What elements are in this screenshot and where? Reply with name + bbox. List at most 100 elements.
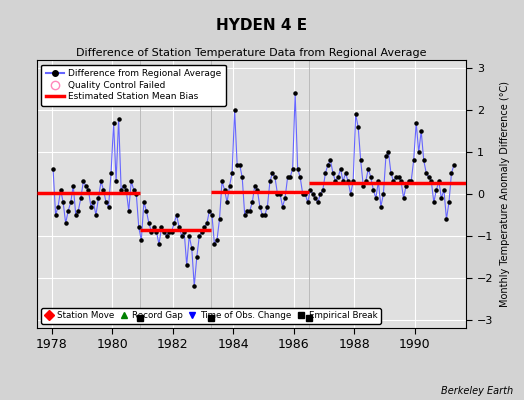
- Point: [412, 120, 420, 126]
- Point: [77, 195, 85, 201]
- Point: [301, 191, 309, 197]
- Point: [165, 228, 173, 235]
- Point: [296, 174, 304, 180]
- Point: [250, 182, 259, 189]
- Point: [92, 212, 100, 218]
- Point: [137, 237, 146, 243]
- Point: [377, 203, 385, 210]
- Point: [440, 187, 448, 193]
- Point: [86, 203, 95, 210]
- Point: [306, 187, 314, 193]
- Point: [271, 174, 279, 180]
- Text: Berkeley Earth: Berkeley Earth: [441, 386, 514, 396]
- Point: [51, 212, 60, 218]
- Point: [367, 174, 375, 180]
- Point: [54, 203, 62, 210]
- Point: [155, 241, 163, 248]
- Point: [445, 199, 453, 206]
- Point: [198, 228, 206, 235]
- Point: [407, 178, 416, 185]
- Point: [246, 208, 254, 214]
- Point: [311, 195, 320, 201]
- Point: [379, 191, 388, 197]
- Point: [97, 178, 105, 185]
- Point: [185, 233, 193, 239]
- Point: [238, 174, 246, 180]
- Point: [233, 162, 242, 168]
- Point: [200, 224, 209, 231]
- Point: [450, 162, 458, 168]
- Point: [188, 245, 196, 252]
- Point: [150, 224, 158, 231]
- Point: [336, 166, 345, 172]
- Point: [132, 191, 140, 197]
- Point: [389, 178, 398, 185]
- Point: [405, 178, 413, 185]
- Point: [100, 187, 108, 193]
- Point: [208, 212, 216, 218]
- Point: [79, 178, 88, 185]
- Point: [72, 212, 80, 218]
- Point: [392, 174, 400, 180]
- Point: [190, 283, 199, 289]
- Point: [339, 178, 347, 185]
- Point: [319, 187, 327, 193]
- Point: [437, 195, 445, 201]
- Point: [432, 187, 441, 193]
- Point: [231, 107, 239, 114]
- Point: [129, 187, 138, 193]
- Point: [356, 157, 365, 164]
- Point: [430, 199, 438, 206]
- Point: [293, 166, 302, 172]
- Point: [178, 233, 186, 239]
- Point: [49, 166, 57, 172]
- Point: [182, 262, 191, 268]
- Point: [122, 187, 130, 193]
- Point: [125, 208, 133, 214]
- Point: [142, 208, 150, 214]
- Point: [110, 120, 118, 126]
- Point: [316, 191, 324, 197]
- Point: [61, 220, 70, 226]
- Point: [241, 212, 249, 218]
- Point: [69, 182, 78, 189]
- Point: [112, 178, 121, 185]
- Point: [349, 178, 357, 185]
- Point: [324, 162, 332, 168]
- Point: [160, 228, 168, 235]
- Point: [274, 191, 282, 197]
- Point: [369, 187, 377, 193]
- Point: [215, 216, 224, 222]
- Point: [420, 157, 428, 164]
- Point: [135, 224, 143, 231]
- Point: [223, 199, 231, 206]
- Point: [266, 178, 274, 185]
- Point: [243, 208, 252, 214]
- Point: [225, 182, 234, 189]
- Point: [442, 216, 451, 222]
- Point: [326, 157, 335, 164]
- Point: [218, 178, 226, 185]
- Point: [59, 199, 68, 206]
- Point: [195, 233, 203, 239]
- Point: [170, 220, 178, 226]
- Point: [268, 170, 277, 176]
- Point: [261, 212, 269, 218]
- Point: [147, 228, 156, 235]
- Point: [372, 195, 380, 201]
- Point: [94, 195, 103, 201]
- Point: [414, 149, 423, 155]
- Point: [107, 170, 115, 176]
- Point: [89, 199, 97, 206]
- Point: [286, 174, 294, 180]
- Point: [248, 199, 256, 206]
- Point: [382, 153, 390, 160]
- Point: [57, 187, 65, 193]
- Point: [374, 178, 383, 185]
- Point: [362, 178, 370, 185]
- Text: HYDEN 4 E: HYDEN 4 E: [216, 18, 308, 33]
- Point: [435, 178, 443, 185]
- Point: [167, 228, 176, 235]
- Point: [152, 228, 161, 235]
- Point: [67, 199, 75, 206]
